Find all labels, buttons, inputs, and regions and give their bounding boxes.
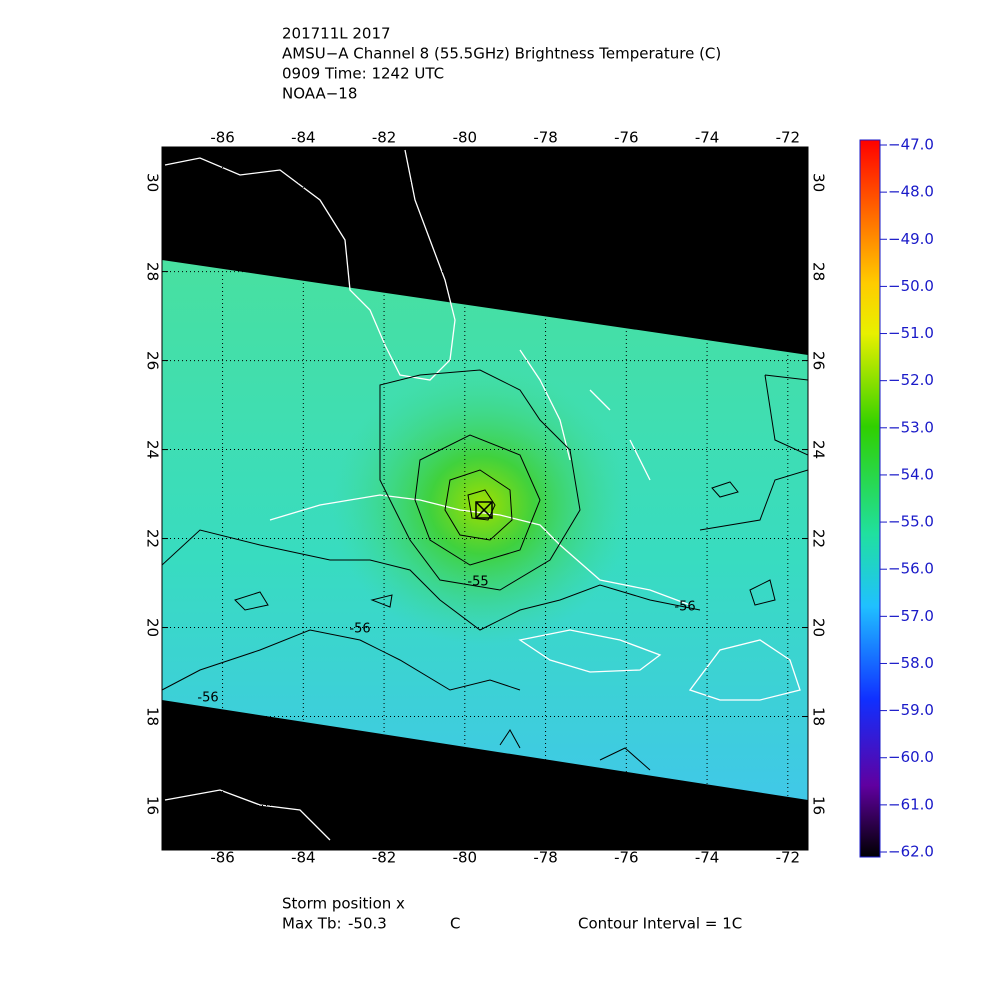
colorbar-tick-label: −60.0 [888,748,934,766]
y-tick-label: 18 [810,707,828,726]
colorbar-tick-label: −51.0 [888,324,934,342]
colorbar-tick-label: −49.0 [888,230,934,248]
x-tick-label: -80 [453,129,478,147]
colorbar-tick-label: −52.0 [888,371,934,389]
map-area: -55 -56 -56 -56 [162,147,808,850]
contour-label: -56 [197,691,218,706]
x-tick-label: -72 [776,129,801,147]
colorbar-scale [859,139,881,858]
y-tick-label: 26 [144,351,162,370]
x-tick-label: -86 [210,129,235,147]
x-tick-label: -72 [776,849,801,867]
storm-position: Storm position x [282,895,405,913]
colorbar-tick-label: −59.0 [888,701,934,719]
x-tick-label: -78 [533,129,558,147]
y-tick-label: 24 [144,440,162,459]
contour-labels: -55 -56 -56 -56 [197,575,695,706]
contour-label: -56 [349,622,370,637]
y-tick-label: 16 [144,796,162,815]
colorbar-tick-label: −53.0 [888,418,934,436]
contour-label: -55 [467,575,488,590]
y-tick-label: 16 [810,796,828,815]
x-tick-label: -74 [695,129,720,147]
max-tb-value: -50.3 [348,915,387,933]
contours [162,369,808,771]
y-tick-label: 28 [144,262,162,281]
colorbar-tick-label: −55.0 [888,513,934,531]
y-tick-label: 20 [810,618,828,637]
colorbar-tick-label: −62.0 [888,843,934,861]
x-tick-label: -80 [453,849,478,867]
max-tb-unit: C [450,915,460,933]
header-line: NOAA−18 [282,85,357,103]
y-tick-label: 22 [144,529,162,548]
y-tick-label: 18 [144,707,162,726]
y-tick-label: 30 [810,173,828,192]
storm-core [332,365,632,645]
colorbar-tick-label: −47.0 [888,136,934,154]
header: 201711L 2017 AMSU−A Channel 8 (55.5GHz) … [282,25,721,103]
x-tick-label: -84 [291,129,316,147]
map-frame [161,146,809,851]
y-tick-label: 24 [810,440,828,459]
x-tick-label: -78 [533,849,558,867]
colorbar-tick-label: −48.0 [888,183,934,201]
colorbar-tick-label: −50.0 [888,277,934,295]
y-tick-label: 28 [810,262,828,281]
x-tick-label: -74 [695,849,720,867]
y-tick-label: 26 [810,351,828,370]
x-tick-label: -82 [372,129,397,147]
contour-interval: Contour Interval = 1C [578,915,742,933]
x-tick-label: -76 [614,129,639,147]
colorbar-tick-label: −54.0 [888,465,934,483]
header-line: AMSU−A Channel 8 (55.5GHz) Brightness Te… [282,45,721,63]
header-line: 201711L 2017 [282,25,391,43]
y-tick-label: 30 [144,173,162,192]
colorbar-tick-label: −56.0 [888,560,934,578]
colorbar-tick-label: −58.0 [888,654,934,672]
colorbar-tick-label: −61.0 [888,795,934,813]
colorbar: −47.0 −48.0 −49.0 −50.0 −51.0 −52.0 −53.0 −54.0… [859,136,934,861]
axes: -86 -86 -84 -84 -82 -82 -80 -80 -78 -78 -76 -76 -74 -… [144,129,828,867]
header-line: 0909 Time: 1242 UTC [282,65,444,83]
footer: Storm position x Max Tb: -50.3 C Contour… [282,895,742,933]
y-tick-label: 22 [810,529,828,548]
storm-marker [475,501,493,519]
x-tick-label: -86 [210,849,235,867]
y-tick-label: 20 [144,618,162,637]
max-tb-label: Max Tb: [282,915,342,933]
coastline [164,149,801,841]
colorbar-tick-label: −57.0 [888,607,934,625]
x-tick-label: -84 [291,849,316,867]
x-tick-label: -76 [614,849,639,867]
contour-label: -56 [674,600,695,615]
x-tick-label: -82 [372,849,397,867]
